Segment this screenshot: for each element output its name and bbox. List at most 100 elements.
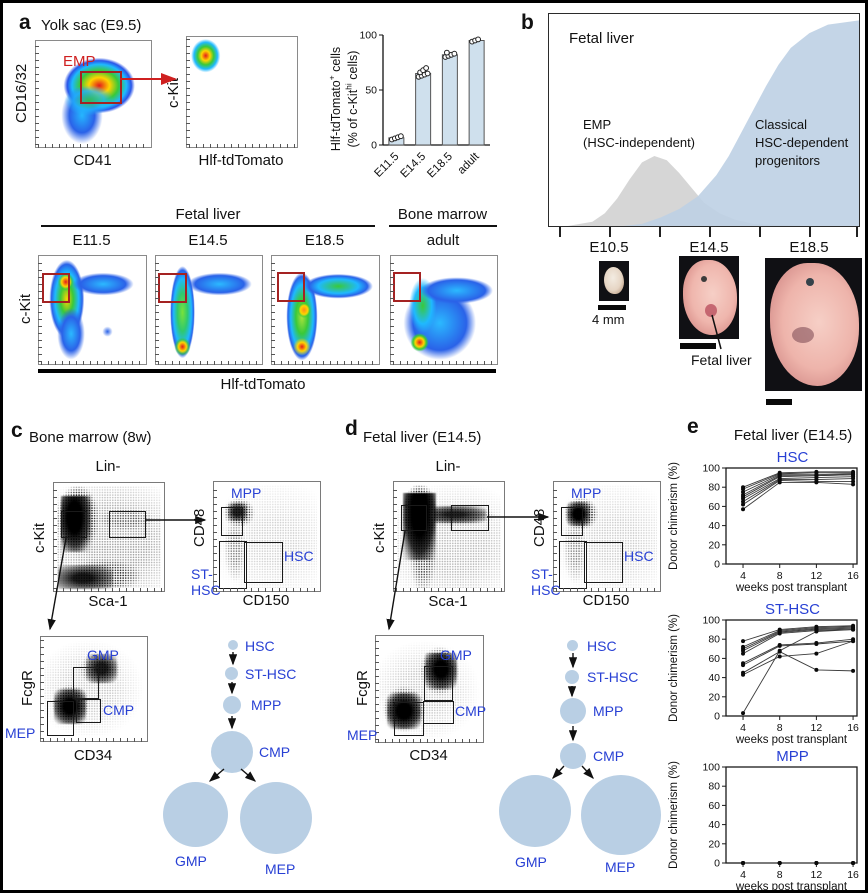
y-ticks (40, 639, 44, 739)
panel-b-label: b (521, 11, 534, 34)
scale-bar (598, 305, 626, 310)
scatter-dense-core (53, 689, 86, 725)
hier-circle-st-hsc (565, 670, 579, 684)
ckit-hi-gate (61, 511, 87, 538)
x-ticks (396, 588, 502, 592)
d-gmp-label: GMP (440, 647, 472, 663)
d1-x-axis-label: Sca-1 (428, 593, 468, 610)
svg-text:Donor chimerism (%): Donor chimerism (%) (668, 614, 680, 722)
a2-x-axis-label: Hlf-tdTomato (198, 152, 284, 169)
x-ticks (556, 588, 658, 592)
e-mpp-title: MPP (776, 748, 809, 765)
a1-x-axis-label: CD41 (73, 152, 112, 169)
hier-circle-mpp (560, 698, 586, 724)
hier-circle-cmp (211, 731, 253, 773)
svg-text:adult: adult (456, 150, 483, 177)
embryo-limb-shadow (792, 327, 815, 344)
svg-text:weeks post transplant: weeks post transplant (735, 734, 848, 746)
c-lin-label: Lin- (95, 458, 121, 475)
st-hsc-gate (559, 541, 587, 589)
y-ticks (38, 258, 42, 362)
svg-text:weeks post transplant: weeks post transplant (735, 582, 848, 594)
embryo-body (682, 260, 737, 335)
svg-text:E18.5: E18.5 (425, 151, 455, 181)
c-st-hsc-label: ST- HSC (191, 566, 221, 598)
y-ticks (35, 43, 39, 145)
y-ticks (155, 258, 159, 362)
svg-text:4: 4 (740, 722, 746, 734)
svg-text:60: 60 (708, 800, 720, 812)
hier-circle-st-hsc (225, 667, 238, 680)
col-title-e115: E11.5 (72, 232, 111, 249)
bar-ylabel-wrap: Hlf-tdTomato+ cells (% of c-Kithi cells) (323, 29, 365, 169)
emp-gate-box (80, 71, 122, 104)
mpp-gate (221, 507, 243, 536)
hier-circle-hsc (228, 640, 238, 650)
density-blob (272, 256, 379, 364)
cmp-to-gmp-arrow (552, 765, 565, 780)
c2-y-axis-label: CD48 (191, 508, 208, 548)
e-hsc-title: HSC (776, 449, 809, 466)
emp-label-line2: (HSC-independent) (583, 135, 696, 150)
d2-x-axis-label: CD150 (582, 592, 630, 609)
svg-text:40: 40 (708, 672, 720, 684)
flow-plot-fl-e145 (155, 255, 263, 365)
b-tick (659, 227, 661, 237)
y-ticks (271, 258, 275, 362)
st-hsc-gate (219, 541, 247, 589)
hlf-neg-gate (277, 272, 305, 302)
d-hsc-label: HSC (624, 548, 654, 564)
embryo-eye (805, 277, 814, 286)
b-tick-label-e105: E10.5 (589, 239, 629, 256)
embryo-body (769, 263, 860, 386)
svg-text:4: 4 (740, 869, 746, 881)
d-mep-label: MEP (347, 727, 378, 743)
scale-bar (766, 399, 792, 405)
scatter-cd48-cd150-bm (213, 481, 321, 592)
b-tick-label-e185: E18.5 (789, 239, 829, 256)
emp-label-line1: EMP (583, 117, 612, 132)
y-ticks (393, 484, 397, 589)
c2-x-axis-label: CD150 (242, 592, 290, 609)
d-hier-st-label: ST-HSC (587, 669, 639, 685)
scatter-dots (217, 485, 317, 588)
svg-text:12: 12 (811, 869, 823, 881)
timeline-area-chart (567, 20, 859, 226)
panel-c-label: c (11, 419, 23, 442)
b-tick (609, 227, 611, 237)
lsk-gate (109, 511, 146, 538)
svg-text:0: 0 (714, 858, 720, 870)
c-hsc-label: HSC (284, 548, 314, 564)
bar-ylabel-1: Hlf-tdTomato (328, 80, 343, 152)
density-blob (391, 256, 497, 364)
panel-a-label: a (19, 11, 31, 34)
classical-label-line3: progenitors (755, 153, 821, 168)
svg-text:40: 40 (708, 819, 720, 831)
classical-label-line2: HSC-dependent (755, 135, 849, 150)
svg-text:weeks post transplant: weeks post transplant (735, 881, 848, 893)
a2-y-axis-label: c-Kit (165, 78, 182, 108)
x-ticks (56, 588, 162, 592)
y-ticks (186, 39, 190, 145)
svg-text:80: 80 (708, 482, 720, 494)
panel-d-label: d (345, 417, 358, 440)
gmp-gate (424, 666, 453, 701)
scatter-fcgr-cd34-bm (40, 636, 148, 742)
group-bone-marrow: Bone marrow (397, 206, 488, 223)
svg-text:8: 8 (777, 570, 783, 582)
svg-text:12: 12 (811, 570, 823, 582)
svg-text:60: 60 (708, 501, 720, 513)
x-ticks (216, 588, 318, 592)
d-hier-hsc-label: HSC (587, 638, 617, 654)
c-mep-label: MEP (5, 725, 36, 741)
cmp-to-mep-arrow (240, 768, 257, 782)
d-mpp-label: MPP (571, 485, 602, 501)
y-ticks (390, 258, 394, 362)
d2-y-axis-label: CD48 (531, 508, 548, 548)
panel-b-title: Fetal liver (569, 30, 635, 47)
c3-y-axis-label: FcgR (19, 670, 36, 707)
c-mpp-label: MPP (231, 485, 262, 501)
svg-text:8: 8 (777, 869, 783, 881)
svg-text:20: 20 (708, 691, 720, 703)
svg-text:100: 100 (702, 615, 720, 627)
